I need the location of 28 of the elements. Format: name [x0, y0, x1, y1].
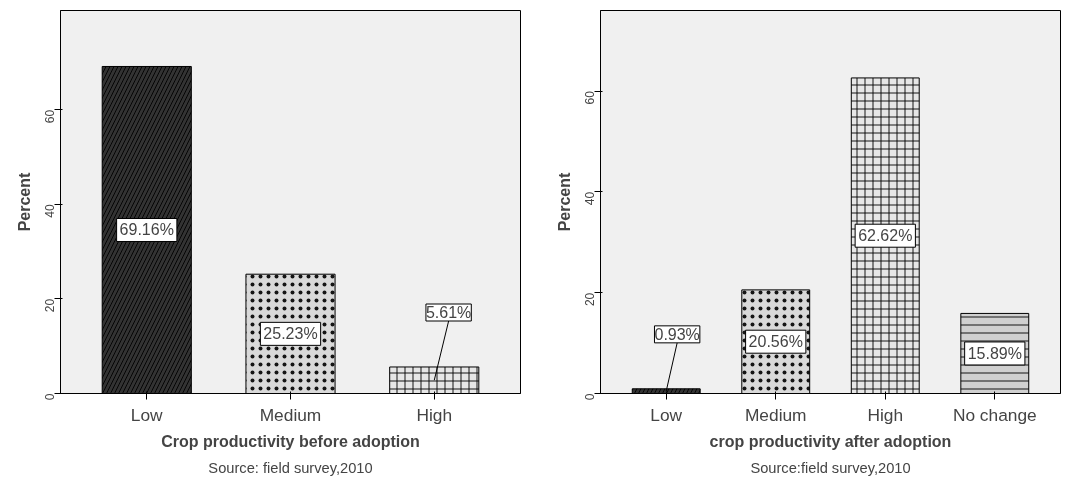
y-tick-label: 20 — [583, 292, 597, 307]
y-axis-title: Percent — [555, 171, 573, 232]
x-tick-label: Medium — [259, 404, 322, 425]
x-axis-title: Crop productivity before adoption — [161, 432, 420, 450]
data-label: 0.93% — [654, 325, 700, 343]
y-tick-label: 60 — [583, 90, 597, 105]
x-tick-label: Low — [650, 404, 683, 425]
x-axis-title: crop productivity after adoption — [709, 432, 952, 450]
x-tick-label: High — [867, 404, 904, 425]
data-label: 20.56% — [748, 333, 803, 351]
source-note: Source:field survey,2010 — [750, 459, 911, 476]
x-tick-label: No change — [952, 404, 1037, 425]
y-axis-title: Percent — [15, 171, 33, 232]
y-tick-label: 20 — [43, 298, 57, 313]
data-label: 15.89% — [967, 344, 1022, 362]
data-label: 62.62% — [858, 227, 913, 245]
x-tick-label: Medium — [744, 404, 807, 425]
data-label: 5.61% — [425, 304, 472, 322]
x-tick-label: Low — [130, 404, 164, 425]
data-label: 69.16% — [119, 221, 174, 239]
y-tick-label: 40 — [43, 204, 57, 218]
y-tick-label: 0 — [43, 393, 57, 401]
x-tick-label: High — [416, 404, 453, 425]
y-tick-label: 0 — [583, 393, 597, 401]
y-tick-label: 40 — [583, 191, 597, 206]
y-tick-label: 60 — [43, 109, 57, 124]
source-note: Source: field survey,2010 — [208, 459, 373, 476]
data-label: 25.23% — [263, 325, 318, 343]
